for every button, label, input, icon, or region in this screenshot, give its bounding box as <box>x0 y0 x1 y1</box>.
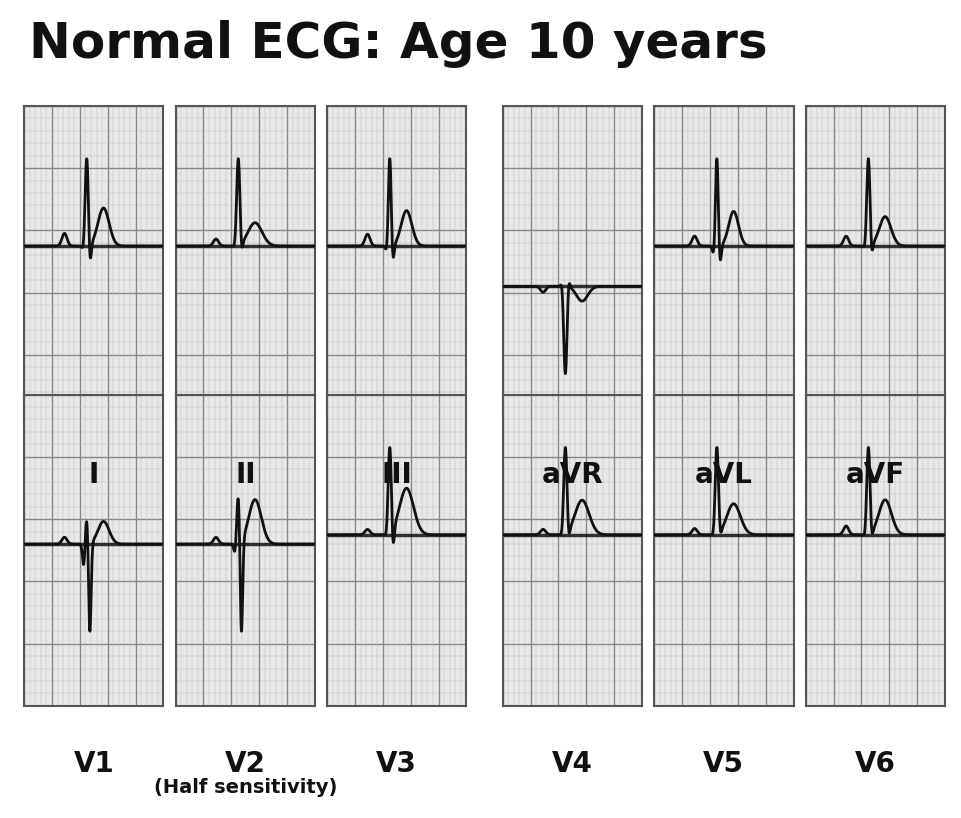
Text: V4: V4 <box>552 749 592 778</box>
Text: V5: V5 <box>702 749 744 778</box>
Text: aVR: aVR <box>541 461 603 489</box>
Text: aVL: aVL <box>694 461 752 489</box>
Text: III: III <box>381 461 411 489</box>
Text: Normal ECG: Age 10 years: Normal ECG: Age 10 years <box>29 20 767 69</box>
Text: V2: V2 <box>225 749 265 778</box>
Text: (Half sensitivity): (Half sensitivity) <box>154 779 336 798</box>
Text: V6: V6 <box>854 749 895 778</box>
Text: V1: V1 <box>73 749 114 778</box>
Text: I: I <box>88 461 99 489</box>
Text: aVF: aVF <box>845 461 904 489</box>
Text: II: II <box>234 461 256 489</box>
Text: V3: V3 <box>376 749 417 778</box>
